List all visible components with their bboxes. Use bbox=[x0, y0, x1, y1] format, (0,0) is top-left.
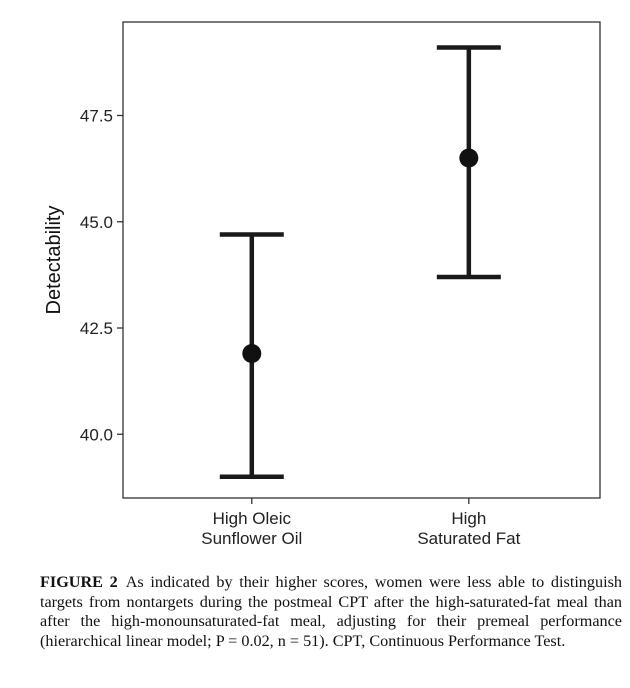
y-tick-label: 40.0 bbox=[80, 425, 113, 444]
x-tick-label: Sunflower Oil bbox=[201, 529, 302, 548]
y-axis-label: Detectability bbox=[43, 206, 65, 315]
y-tick-label: 42.5 bbox=[80, 319, 113, 338]
figure-label: FIGURE 2 bbox=[40, 573, 118, 591]
mean-point bbox=[459, 148, 479, 168]
y-tick-label: 45.0 bbox=[80, 213, 113, 232]
plot-frame bbox=[122, 21, 601, 499]
x-tick-label: Saturated Fat bbox=[417, 529, 520, 548]
data-marks bbox=[219, 45, 501, 479]
mean-point bbox=[242, 344, 262, 363]
x-tick-label: High Oleic bbox=[213, 509, 292, 528]
caption-text: As indicated by their higher scores, wom… bbox=[40, 573, 622, 650]
figure-caption: FIGURE 2 As indicated by their higher sco… bbox=[40, 573, 622, 651]
y-axis: 40.0 42.5 45.0 47.5 bbox=[80, 107, 123, 444]
y-tick-label: 47.5 bbox=[80, 107, 113, 126]
x-tick-label: High bbox=[451, 509, 486, 528]
